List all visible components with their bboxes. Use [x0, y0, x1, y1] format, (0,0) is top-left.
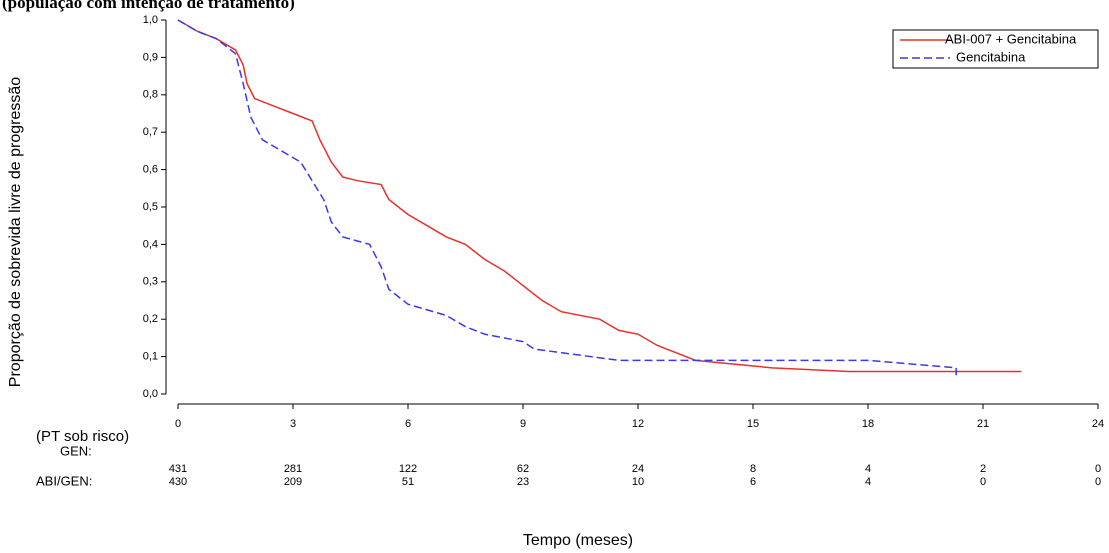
x-axis-label: Tempo (meses)	[523, 532, 633, 549]
risk-count: 4	[865, 476, 871, 488]
survival-line	[177, 19, 957, 376]
risk-count: 0	[1095, 463, 1101, 475]
y-tick-label: 0,6	[143, 164, 158, 176]
risk-count: 10	[632, 476, 644, 488]
risk-count: 62	[517, 463, 529, 475]
x-tick-label: 15	[747, 418, 759, 430]
risk-count: 281	[284, 463, 302, 475]
risk-count: 122	[399, 463, 417, 475]
x-tick-label: 6	[405, 418, 411, 430]
risk-count: 23	[517, 476, 529, 488]
risk-count: 24	[632, 463, 644, 475]
risk-count: 209	[284, 476, 302, 488]
legend-label: Gencitabina	[956, 49, 1026, 64]
risk-count: 431	[169, 463, 187, 475]
risk-count: 4	[865, 463, 871, 475]
legend-label: ABI-007 + Gencitabina	[945, 31, 1077, 46]
risk-header: (PT sob risco)	[36, 428, 129, 445]
x-tick-label: 18	[862, 418, 874, 430]
y-tick-label: 0,4	[143, 238, 158, 250]
x-tick-label: 21	[977, 418, 989, 430]
y-tick-label: 0,5	[143, 201, 158, 213]
risk-row-label: ABI/GEN:	[36, 473, 92, 488]
y-tick-label: 0,1	[143, 351, 158, 363]
risk-count: 0	[1095, 476, 1101, 488]
y-tick-label: 0,2	[143, 313, 158, 325]
risk-count: 8	[750, 463, 756, 475]
y-tick-label: 0,8	[143, 89, 158, 101]
risk-count: 2	[980, 463, 986, 475]
y-tick-label: 0,3	[143, 276, 158, 288]
y-tick-label: 1,0	[143, 14, 158, 26]
chart-title: (população com intenção de tratamento)	[2, 0, 295, 12]
x-tick-label: 0	[175, 418, 181, 430]
y-tick-label: 0,7	[143, 126, 158, 138]
y-tick-label: 0,0	[143, 388, 158, 400]
x-tick-label: 12	[632, 418, 644, 430]
x-tick-label: 9	[520, 418, 526, 430]
x-tick-label: 24	[1092, 418, 1104, 430]
risk-count: 0	[980, 476, 986, 488]
survival-line	[177, 19, 1022, 373]
risk-row-label: GEN:	[60, 443, 92, 458]
risk-count: 51	[402, 476, 414, 488]
x-tick-label: 3	[290, 418, 296, 430]
legend-box	[892, 29, 1099, 69]
risk-count: 6	[750, 476, 756, 488]
risk-count: 430	[169, 476, 187, 488]
y-axis-label: Proporção de sobrevida livre de progress…	[7, 77, 24, 388]
y-tick-label: 0,9	[143, 51, 158, 63]
